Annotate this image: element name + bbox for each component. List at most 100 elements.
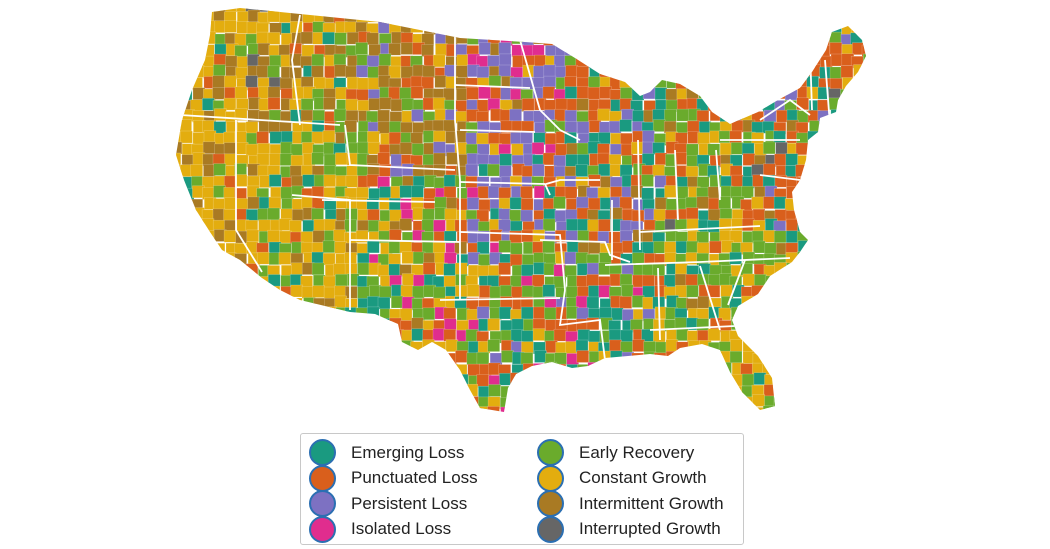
county-tile [389, 229, 402, 242]
county-tile [797, 53, 811, 67]
county-tile [664, 67, 678, 80]
county-tile [785, 218, 799, 232]
county-tile [853, 363, 866, 377]
county-tile [774, 44, 787, 58]
county-tile [729, 230, 743, 243]
county-tile [752, 317, 766, 331]
county-tile [641, 10, 654, 24]
county-tile [323, 419, 335, 430]
county-tile [576, 384, 589, 398]
county-tile [246, 329, 260, 343]
county-tile [819, 418, 831, 430]
county-tile [620, 383, 634, 397]
county-tile [499, 373, 512, 386]
county-tile [410, 132, 423, 145]
legend-swatch [537, 515, 564, 543]
county-tile [785, 351, 799, 365]
county-tile [577, 364, 590, 377]
county-tile [631, 385, 644, 399]
county-tile [335, 8, 349, 13]
county-tile [619, 98, 633, 111]
county-tile [698, 121, 712, 134]
county-tile [752, 208, 766, 222]
county-tile [663, 8, 677, 13]
county-tile [356, 362, 369, 375]
county-tile [201, 218, 215, 231]
county-tile [176, 120, 182, 133]
county-tile [786, 363, 799, 376]
county-tile [476, 66, 490, 79]
county-tile [598, 285, 611, 298]
county-tile [212, 208, 226, 222]
county-tile [180, 76, 193, 90]
county-tile [356, 65, 369, 78]
county-tile [654, 22, 667, 35]
legend-label: Persistent Loss [351, 493, 468, 513]
county-tile [521, 374, 535, 388]
county-tile [786, 21, 800, 35]
county-tile [730, 405, 743, 412]
county-tile [191, 65, 205, 78]
county-tile [707, 143, 721, 157]
county-tile [819, 383, 833, 397]
county-tile [247, 406, 261, 412]
county-tile [696, 20, 710, 34]
county-tile [808, 262, 821, 276]
county-tile [631, 87, 645, 101]
county-tile [796, 97, 809, 111]
county-tile [741, 419, 753, 430]
county-tile [224, 75, 237, 89]
county-tile [709, 240, 722, 254]
county-tile [410, 362, 424, 376]
county-tile [819, 340, 832, 354]
county-tile [435, 43, 448, 56]
county-tile [291, 86, 305, 100]
county-tile [367, 66, 380, 79]
county-tile [180, 209, 193, 223]
county-tile [544, 307, 557, 320]
county-tile [489, 8, 502, 12]
county-tile [576, 417, 588, 429]
county-tile [176, 45, 183, 58]
county-tile [842, 340, 855, 353]
county-tile [642, 64, 655, 78]
county-tile [852, 254, 865, 267]
county-tile [620, 87, 633, 100]
county-tile [663, 363, 677, 377]
county-tile [818, 154, 831, 167]
county-tile [567, 417, 579, 429]
county-tile [808, 230, 822, 244]
county-tile [773, 276, 787, 289]
county-tile [795, 10, 809, 23]
county-tile [841, 351, 854, 364]
county-tile [785, 153, 799, 166]
county-tile [534, 405, 547, 412]
county-tile [176, 76, 182, 90]
county-tile [411, 328, 424, 341]
county-tile [509, 372, 523, 385]
county-tile [257, 351, 270, 365]
county-tile [796, 8, 809, 13]
county-tile [212, 405, 226, 412]
county-tile [842, 198, 855, 211]
county-tile [212, 252, 226, 265]
county-tile [176, 209, 183, 223]
legend-swatch [309, 464, 336, 492]
county-tile [841, 373, 855, 387]
county-tile [212, 75, 225, 88]
county-tile [732, 53, 745, 67]
county-tile [377, 109, 390, 123]
county-tile [875, 188, 887, 200]
county-tile [620, 284, 634, 298]
county-tile [632, 53, 646, 67]
county-tile [291, 406, 304, 412]
county-tile [718, 374, 731, 388]
county-tile [697, 406, 711, 412]
county-tile [862, 197, 866, 211]
county-tile [861, 286, 866, 299]
county-tile [685, 274, 699, 287]
county-tile [795, 208, 808, 221]
county-tile [850, 306, 864, 319]
county-tile [533, 374, 546, 388]
county-tile [630, 42, 644, 55]
